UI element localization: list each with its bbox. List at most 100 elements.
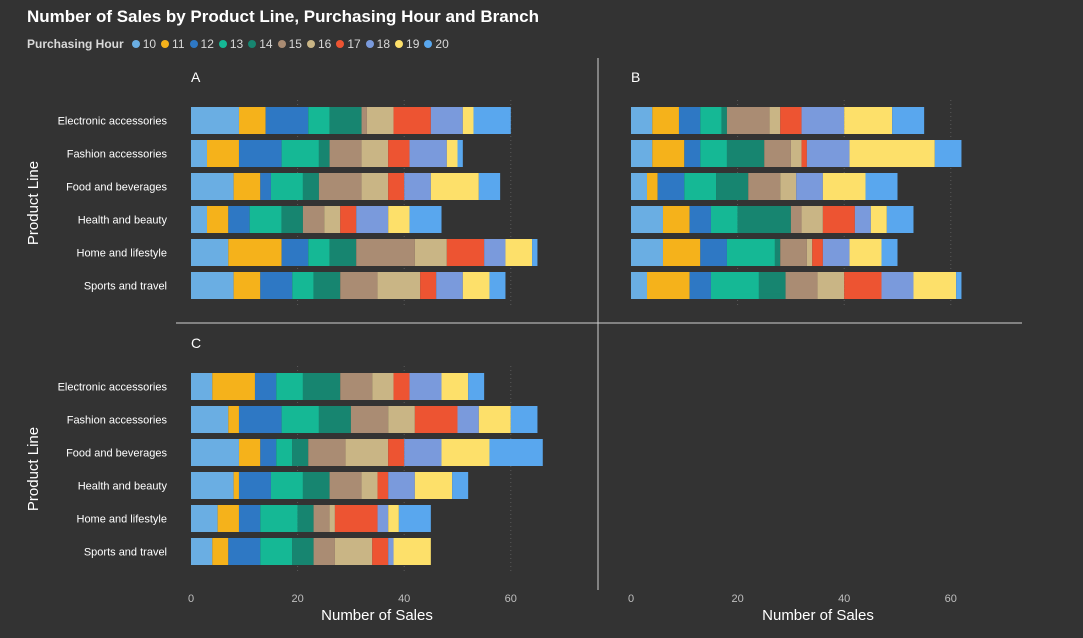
bar-segment bbox=[281, 140, 319, 167]
bar-segment bbox=[281, 206, 303, 233]
bar-segment bbox=[462, 272, 490, 299]
bar-segment bbox=[844, 107, 893, 134]
bar-segment bbox=[785, 272, 818, 299]
legend-item-10[interactable]: 10 bbox=[131, 37, 157, 51]
x-axis-title: Number of Sales bbox=[321, 607, 433, 624]
bar-segment bbox=[865, 173, 898, 200]
legend-item-14[interactable]: 14 bbox=[248, 37, 273, 51]
bar-segment bbox=[822, 206, 855, 233]
bar-segment bbox=[758, 272, 786, 299]
bar-segment bbox=[254, 373, 277, 400]
bar-segment bbox=[404, 173, 431, 200]
bar-segment bbox=[191, 472, 234, 499]
legend-item-12[interactable]: 12 bbox=[189, 37, 214, 51]
bar-segment bbox=[844, 272, 882, 299]
legend-item-17[interactable]: 17 bbox=[336, 37, 361, 51]
legend-label: 11 bbox=[172, 37, 185, 51]
bar-segment bbox=[886, 206, 914, 233]
bar-segment bbox=[726, 239, 775, 266]
legend-item-20[interactable]: 20 bbox=[424, 37, 449, 51]
bar-segment bbox=[308, 439, 346, 466]
bar-segment bbox=[414, 239, 447, 266]
bar-segment bbox=[292, 272, 314, 299]
bar-segment bbox=[446, 140, 458, 167]
bar-segment bbox=[212, 373, 255, 400]
bar-segment bbox=[409, 373, 442, 400]
bar-segment bbox=[361, 107, 367, 134]
legend-label: 15 bbox=[288, 37, 302, 51]
legend: Purchasing Hour 10 11 12 13 14 15 16 17 … bbox=[27, 36, 454, 52]
bar-segment bbox=[881, 272, 914, 299]
bar-segment bbox=[388, 439, 405, 466]
tick-label: 0 bbox=[628, 593, 634, 605]
bar-segment bbox=[505, 239, 533, 266]
bar-segment bbox=[281, 239, 309, 266]
bar-segment bbox=[652, 140, 685, 167]
bar-segment bbox=[913, 272, 957, 299]
bar-segment bbox=[238, 406, 282, 433]
category-label: Home and lifestyle bbox=[77, 514, 168, 526]
legend-label: 12 bbox=[200, 37, 214, 51]
bar-segment bbox=[233, 472, 239, 499]
bar-segment bbox=[436, 272, 463, 299]
bar-segment bbox=[212, 538, 229, 565]
bar-segment bbox=[881, 239, 898, 266]
legend-item-11[interactable]: 11 bbox=[161, 37, 185, 51]
bar-segment bbox=[260, 272, 293, 299]
tick-label: 40 bbox=[398, 593, 410, 605]
legend-swatch bbox=[161, 40, 170, 48]
legend-item-19[interactable]: 19 bbox=[395, 37, 419, 51]
bar-segment bbox=[388, 505, 399, 532]
bar-segment bbox=[646, 173, 658, 200]
bar-segment bbox=[377, 472, 389, 499]
legend-item-13[interactable]: 13 bbox=[218, 37, 244, 51]
bar-segment bbox=[780, 107, 802, 134]
bar-segment bbox=[308, 239, 330, 266]
bar-segment bbox=[388, 206, 410, 233]
bar-segment bbox=[849, 239, 882, 266]
bar-segment bbox=[377, 505, 389, 532]
bar-segment bbox=[790, 140, 802, 167]
legend-swatch bbox=[131, 40, 140, 48]
bar-segment bbox=[812, 239, 823, 266]
legend-item-16[interactable]: 16 bbox=[306, 37, 332, 51]
bar-segment bbox=[684, 173, 717, 200]
bar-segment bbox=[700, 140, 727, 167]
legend-label: 13 bbox=[229, 37, 244, 51]
bar-segment bbox=[780, 173, 797, 200]
legend-swatch bbox=[189, 40, 198, 48]
bar-segment bbox=[361, 472, 378, 499]
category-label: Home and lifestyle bbox=[77, 248, 168, 260]
chart-title: Number of Sales by Product Line, Purchas… bbox=[27, 7, 539, 26]
bar-segment bbox=[822, 173, 866, 200]
bar-segment bbox=[822, 239, 850, 266]
bar-segment bbox=[318, 173, 362, 200]
legend-label: 10 bbox=[142, 37, 157, 51]
legend-item-15[interactable]: 15 bbox=[277, 37, 302, 51]
bar-segment bbox=[409, 206, 442, 233]
bar-segment bbox=[191, 239, 229, 266]
bar-segment bbox=[748, 173, 781, 200]
legend-swatch bbox=[218, 40, 227, 48]
bar-segment bbox=[721, 107, 727, 134]
bar-segment bbox=[404, 439, 442, 466]
bar-segment bbox=[430, 173, 479, 200]
bar-segment bbox=[260, 538, 293, 565]
bar-segment bbox=[329, 472, 362, 499]
category-label: Food and beverages bbox=[66, 182, 167, 194]
bar-segment bbox=[393, 373, 410, 400]
bar-segment bbox=[484, 239, 506, 266]
bar-segment bbox=[345, 439, 389, 466]
x-axis-title: Number of Sales bbox=[762, 607, 874, 624]
bar-segment bbox=[414, 472, 453, 499]
bar-segment bbox=[313, 538, 335, 565]
bar-segment bbox=[191, 406, 229, 433]
bar-segment bbox=[388, 472, 415, 499]
tick-label: 40 bbox=[838, 593, 850, 605]
bar-segment bbox=[430, 107, 463, 134]
legend-item-18[interactable]: 18 bbox=[365, 37, 390, 51]
tick-label: 60 bbox=[505, 593, 517, 605]
legend-label: 16 bbox=[317, 37, 332, 51]
bar-segment bbox=[452, 472, 469, 499]
bar-segment bbox=[260, 505, 298, 532]
